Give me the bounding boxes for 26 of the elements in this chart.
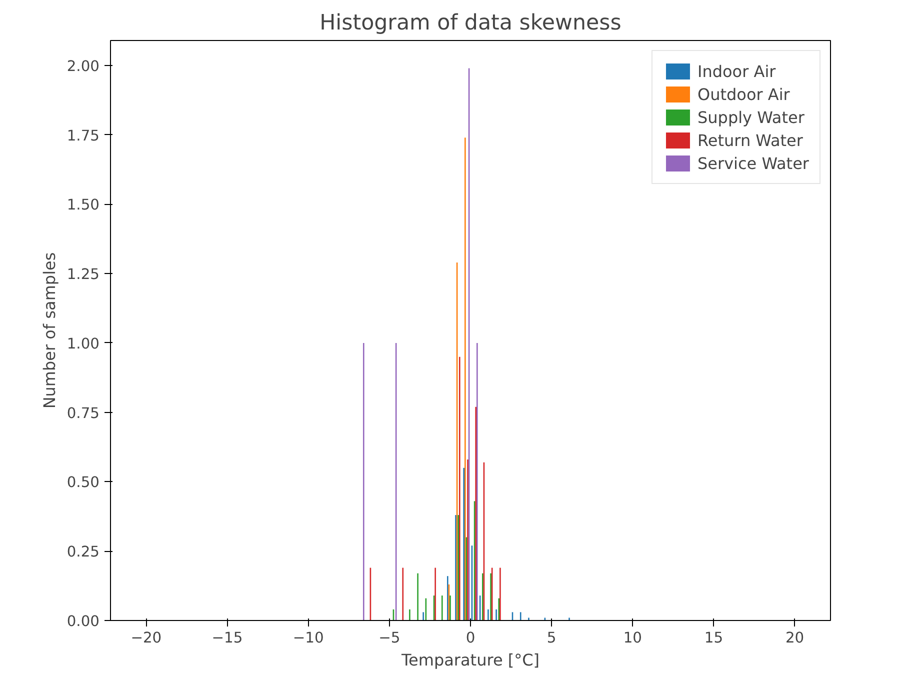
y-tick-label: 0.25	[66, 544, 100, 561]
y-tick-label: 1.75	[66, 127, 100, 144]
x-tick-label: −5	[378, 630, 400, 646]
x-tick-label: −10	[292, 630, 324, 646]
x-tick-label: 0	[466, 630, 476, 646]
legend-label: Return Water	[697, 130, 803, 150]
x-tick-label: −20	[130, 630, 162, 646]
x-tick-label: 10	[623, 630, 642, 646]
y-tick-label: 1.25	[66, 266, 100, 284]
legend-label: Service Water	[697, 154, 809, 172]
x-tick-label: −15	[212, 630, 243, 646]
x-tick-label: 15	[704, 630, 724, 646]
x-tick-label: 5	[546, 630, 556, 646]
chart-title: Histogram of data skewness	[320, 10, 622, 36]
y-tick-label: 0.50	[66, 474, 100, 492]
legend-label: Indoor Air	[697, 62, 776, 80]
legend-label: Supply Water	[697, 108, 804, 126]
legend-label: Outdoor Air	[697, 84, 790, 104]
x-tick-label: 20	[786, 630, 804, 646]
y-tick-label: 1.50	[66, 196, 100, 214]
y-tick-label: 0.75	[66, 404, 100, 422]
y-tick-label: 1.00	[66, 335, 100, 352]
x-axis-title: Temparature [°C]	[400, 650, 540, 670]
y-tick-label: 0.00	[66, 613, 100, 630]
y-tick-label: 2.00	[66, 58, 100, 75]
y-axis-title: Number of samples	[40, 252, 59, 409]
